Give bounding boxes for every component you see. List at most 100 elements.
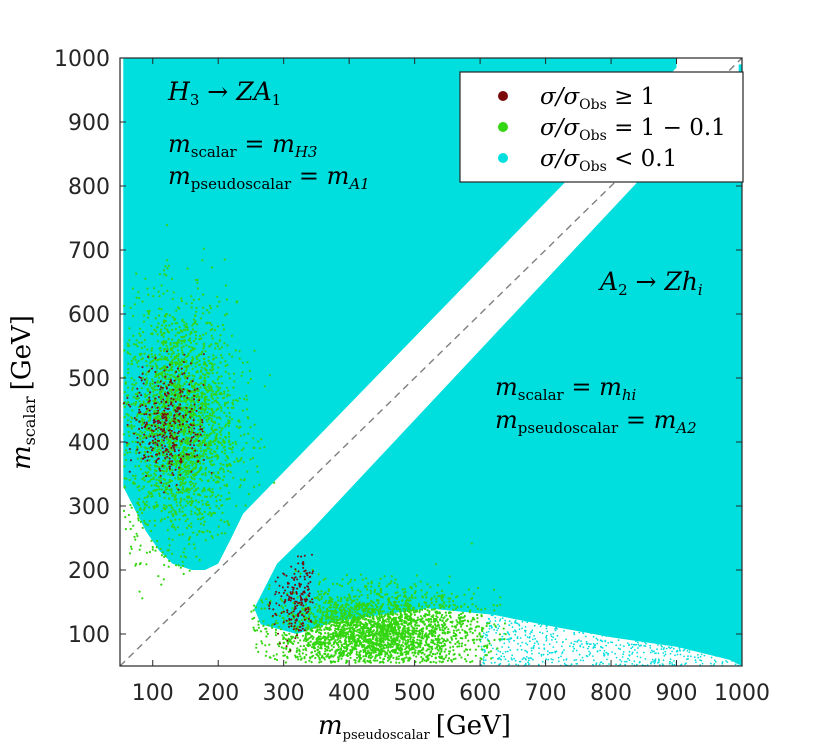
- scatter-point-mid: [147, 312, 150, 316]
- scatter-point-mid: [189, 483, 192, 486]
- scatter-point-low: [638, 661, 641, 664]
- scatter-point-low: [610, 641, 612, 643]
- scatter-point-low: [642, 626, 645, 629]
- scatter-point-mid: [296, 636, 299, 639]
- scatter-point-mid: [156, 432, 159, 435]
- scatter-point-low: [727, 640, 730, 642]
- scatter-point-low: [561, 645, 563, 648]
- scatter-point-mid: [503, 622, 507, 625]
- scatter-point-mid: [353, 613, 356, 617]
- scatter-point-low: [671, 663, 674, 666]
- scatter-point-mid: [408, 647, 411, 650]
- scatter-point-low: [565, 638, 567, 641]
- scatter-point-low: [550, 616, 553, 619]
- scatter-point-mid: [177, 307, 181, 310]
- scatter-point-mid: [213, 463, 216, 466]
- scatter-point-mid: [208, 389, 211, 392]
- scatter-point-mid: [235, 504, 238, 507]
- scatter-point-low: [653, 659, 656, 662]
- scatter-point-mid: [199, 442, 202, 445]
- scatter-point-low: [721, 647, 723, 649]
- scatter-point-low: [687, 655, 689, 658]
- scatter-point-mid: [123, 453, 126, 456]
- scatter-point-mid: [139, 507, 142, 510]
- scatter-point-low: [714, 642, 717, 645]
- scatter-point-mid: [166, 348, 169, 351]
- scatter-point-low: [671, 650, 673, 653]
- scatter-point-low: [562, 659, 565, 661]
- scatter-point-mid: [184, 370, 187, 373]
- scatter-point-mid: [245, 394, 248, 397]
- scatter-point-low: [521, 620, 524, 623]
- scatter-point-mid: [232, 476, 235, 479]
- scatter-point-mid: [164, 464, 167, 468]
- scatter-point-low: [592, 663, 594, 666]
- scatter-point-mid: [160, 373, 164, 376]
- scatter-point-mid: [178, 518, 181, 521]
- scatter-point-mid: [370, 585, 373, 588]
- scatter-point-mid: [207, 488, 210, 491]
- scatter-point-mid: [189, 412, 192, 415]
- scatter-point-mid: [167, 331, 170, 334]
- scatter-point-mid: [139, 430, 142, 433]
- scatter-point-low: [561, 652, 563, 655]
- scatter-point-low: [611, 641, 614, 644]
- scatter-point-mid: [163, 357, 166, 360]
- scatter-point-mid: [193, 385, 196, 388]
- scatter-point-mid: [219, 487, 222, 490]
- scatter-point-mid: [217, 471, 220, 474]
- scatter-point-mid: [163, 504, 166, 507]
- scatter-point-mid: [137, 406, 140, 409]
- scatter-point-mid: [224, 425, 227, 428]
- scatter-point-mid: [192, 298, 195, 301]
- scatter-point-low: [662, 659, 665, 662]
- scatter-point-low: [524, 657, 527, 660]
- scatter-point-mid: [243, 433, 246, 436]
- scatter-point-mid: [197, 383, 200, 386]
- scatter-point-mid: [178, 398, 181, 401]
- scatter-point-low: [515, 630, 517, 633]
- scatter-point-mid: [186, 328, 189, 332]
- scatter-point-mid: [205, 455, 208, 458]
- scatter-point-mid: [177, 357, 180, 361]
- scatter-point-mid: [183, 375, 186, 378]
- scatter-point-mid: [413, 613, 416, 617]
- scatter-point-mid: [272, 654, 275, 657]
- scatter-point-mid: [198, 338, 201, 341]
- scatter-point-mid: [187, 372, 190, 375]
- scatter-point-mid: [226, 520, 229, 523]
- scatter-point-mid: [185, 471, 188, 474]
- scatter-point-mid: [166, 373, 169, 376]
- scatter-point-mid: [231, 418, 234, 421]
- scatter-point-low: [733, 630, 736, 633]
- scatter-point-mid: [253, 485, 256, 488]
- scatter-point-low: [664, 650, 667, 653]
- scatter-point-mid: [229, 443, 232, 446]
- scatter-point-mid: [152, 388, 155, 391]
- scatter-point-mid: [170, 506, 173, 509]
- scatter-point-mid: [225, 386, 228, 389]
- scatter-point-mid: [202, 462, 205, 465]
- scatter-point-mid: [238, 357, 241, 360]
- scatter-point-low: [504, 650, 507, 653]
- scatter-point-mid: [151, 365, 155, 368]
- scatter-point-mid: [426, 614, 429, 617]
- scatter-point-mid: [152, 394, 155, 397]
- scatter-point-mid: [205, 322, 208, 325]
- scatter-point-low: [498, 663, 501, 666]
- scatter-point-mid: [222, 470, 226, 473]
- scatter-point-mid: [191, 324, 194, 327]
- scatter-point-mid: [219, 334, 222, 337]
- scatter-point-mid: [220, 354, 223, 357]
- scatter-point-mid: [429, 586, 432, 589]
- scatter-point-mid: [176, 349, 180, 352]
- scatter-point-mid: [220, 393, 223, 396]
- scatter-point-mid: [179, 501, 182, 504]
- scatter-point-mid: [195, 465, 198, 468]
- scatter-point-mid: [148, 416, 151, 419]
- scatter-point-low: [630, 643, 633, 646]
- scatter-point-mid: [203, 450, 206, 454]
- scatter-point-mid: [126, 342, 129, 345]
- scatter-point-low: [578, 653, 581, 656]
- scatter-point-mid: [185, 500, 188, 503]
